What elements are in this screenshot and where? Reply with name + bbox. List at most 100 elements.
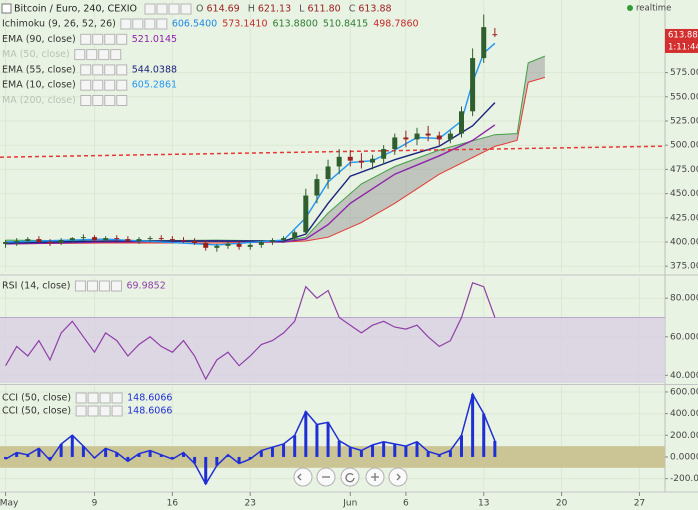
candle-body: [381, 149, 387, 159]
nav-button[interactable]: [293, 467, 313, 487]
candle-body: [36, 239, 42, 242]
legend-icon[interactable]: [144, 18, 156, 30]
legend-icon[interactable]: [99, 392, 111, 404]
legend-icon[interactable]: [116, 33, 128, 45]
candle-body: [325, 166, 331, 180]
legend-icon[interactable]: [92, 79, 104, 91]
study-value: 605.2861: [132, 80, 177, 91]
pane: [0, 278, 665, 383]
nav-icon: [371, 473, 379, 481]
legend-icon[interactable]: [104, 64, 116, 76]
nav-button[interactable]: [388, 467, 408, 487]
legend-icon[interactable]: [92, 64, 104, 76]
nav-button[interactable]: [316, 467, 336, 487]
cci-bar: [48, 456, 52, 461]
x-tick-label: 6: [403, 499, 409, 509]
candle-body: [470, 58, 476, 112]
study-label: CCI (50, close): [2, 393, 71, 404]
nav-button[interactable]: [340, 467, 360, 487]
legend-icon[interactable]: [74, 280, 86, 292]
cci-bar: [448, 450, 452, 457]
legend-icon[interactable]: [80, 64, 92, 76]
cci-bar: [493, 440, 497, 457]
x-tick-label: Jun: [342, 499, 357, 509]
candle-body: [292, 232, 298, 239]
candle-body: [92, 237, 98, 241]
legend-icon[interactable]: [92, 33, 104, 45]
cci-bar: [293, 435, 297, 457]
cci-bar: [326, 422, 330, 457]
legend: CCI (50, close) 148.6066 CCI (50, close) 14…: [2, 392, 172, 417]
legend-icon[interactable]: [156, 18, 168, 30]
ohlc-label: H: [248, 4, 255, 15]
legend-icon[interactable]: [75, 405, 87, 417]
cci-bar: [148, 450, 152, 457]
study-label: MA (50, close): [2, 49, 70, 60]
legend-icon[interactable]: [99, 405, 111, 417]
cci-bar: [70, 435, 74, 457]
legend-icon[interactable]: [104, 95, 116, 106]
y-tick-label: 600.0000: [670, 387, 698, 397]
candle-body: [158, 238, 164, 240]
legend-icon[interactable]: [116, 95, 128, 106]
study-value: 573.1410: [222, 19, 267, 30]
pane: [0, 0, 665, 272]
study-value: 544.0388: [132, 64, 177, 75]
cci-bar: [337, 440, 341, 457]
y-tick-label: 400.00: [670, 237, 698, 247]
legend-icon[interactable]: [86, 280, 98, 292]
candle-body: [203, 242, 209, 248]
cci-bar: [282, 443, 286, 457]
cci-bar: [181, 452, 185, 457]
legend-icon[interactable]: [104, 79, 116, 91]
legend-icon[interactable]: [144, 3, 156, 15]
legend-icon[interactable]: [120, 18, 132, 30]
legend: Bitcoin / Euro, 240, CEXIO O 614.69 H 621.13…: [1, 3, 419, 106]
study-label: EMA (10, close): [2, 80, 76, 91]
cci-bar: [170, 456, 174, 460]
legend-icon[interactable]: [80, 79, 92, 91]
legend-icon[interactable]: [104, 33, 116, 45]
y-tick-label: 200.0000: [670, 431, 698, 441]
legend-icon[interactable]: [116, 79, 128, 91]
countdown-box: [665, 40, 698, 53]
legend-icon[interactable]: [168, 3, 180, 15]
legend-icon[interactable]: [98, 280, 110, 292]
legend-icon[interactable]: [86, 49, 98, 61]
legend-icon[interactable]: [92, 95, 104, 106]
legend-icon[interactable]: [87, 392, 99, 404]
legend-icon[interactable]: [110, 49, 122, 61]
legend-icon[interactable]: [75, 392, 87, 404]
cci-bar: [37, 448, 41, 457]
cci-bar: [371, 445, 375, 457]
collapse-icon[interactable]: [1, 3, 12, 14]
legend-icon[interactable]: [111, 392, 123, 404]
legend-icon[interactable]: [132, 18, 144, 30]
cci-bar: [359, 450, 363, 457]
candle-body: [269, 240, 275, 242]
legend-icon[interactable]: [180, 3, 192, 15]
legend-icon[interactable]: [74, 49, 86, 61]
candle-body: [47, 241, 53, 243]
legend-icon[interactable]: [98, 49, 110, 61]
study-value: 498.7860: [373, 19, 418, 30]
legend-icon[interactable]: [80, 95, 92, 106]
y-tick-label: -200.0000: [670, 474, 698, 484]
span-b-line: [5, 76, 546, 245]
legend-icon[interactable]: [111, 405, 123, 417]
study-value: 606.5400: [172, 19, 217, 30]
countdown: 1:11:44: [668, 42, 698, 52]
legend-icon[interactable]: [87, 405, 99, 417]
cci-bar: [59, 443, 63, 457]
cci-bar: [348, 447, 352, 457]
cci-bar: [126, 456, 130, 462]
span-a-line: [5, 55, 546, 242]
legend-icon[interactable]: [156, 3, 168, 15]
y-tick-label: 375.00: [670, 262, 698, 272]
legend-icon[interactable]: [110, 280, 122, 292]
legend-icon[interactable]: [80, 33, 92, 45]
legend-icon[interactable]: [116, 64, 128, 76]
candle-body: [247, 244, 253, 247]
nav-button[interactable]: [365, 467, 385, 487]
